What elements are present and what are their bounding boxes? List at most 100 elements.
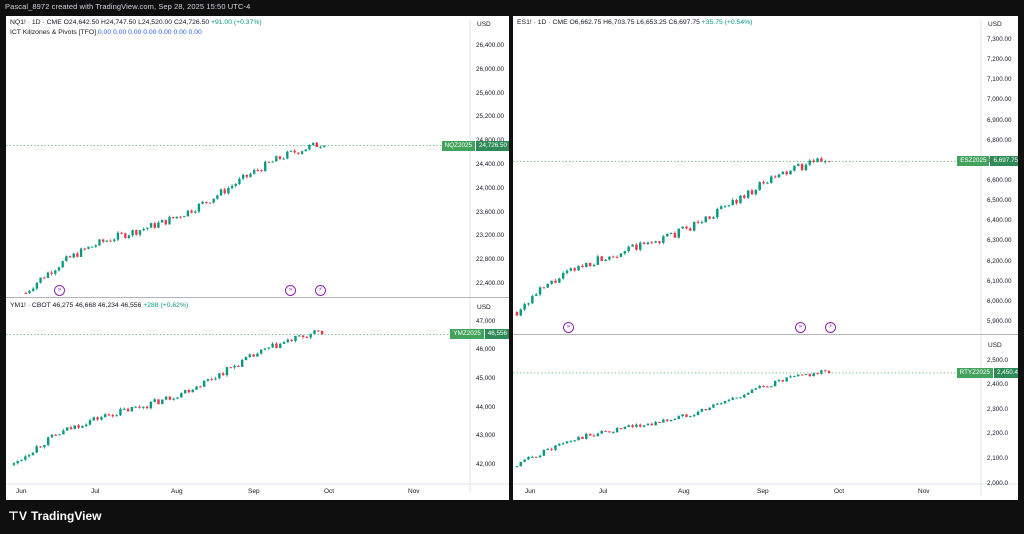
rty-candle-body bbox=[596, 433, 600, 437]
rty-price-tick: 2,500.0 bbox=[987, 356, 1009, 364]
footer-bar: ⊤V TradingView bbox=[0, 500, 1024, 534]
ym-price-tick: 44,000 bbox=[476, 403, 496, 411]
nq-candle-body bbox=[311, 142, 315, 146]
rty-candle-body bbox=[534, 456, 538, 458]
ym-candle-body bbox=[12, 463, 16, 465]
nq-legend: NQ1! · 1D · CME O24,642.50 H24,747.50 L2… bbox=[10, 19, 262, 26]
nq-tag-price: 24,726.50 bbox=[475, 140, 509, 151]
left-chart-canvas[interactable] bbox=[6, 16, 509, 500]
rty-price-tick: 2,200.0 bbox=[987, 430, 1009, 438]
pane-separator-2[interactable] bbox=[513, 334, 1018, 335]
brand[interactable]: ⊤V TradingView bbox=[8, 509, 101, 523]
rty-candle-body bbox=[731, 397, 734, 400]
es-price-tick: 7,100.00 bbox=[987, 76, 1012, 84]
nq-candle-body bbox=[304, 149, 307, 152]
es-candle-body bbox=[654, 241, 657, 243]
right-chart-canvas[interactable] bbox=[513, 16, 1018, 500]
ym-candle-body bbox=[225, 367, 229, 376]
rty-candle-body bbox=[600, 430, 603, 434]
es-candle-body bbox=[615, 256, 619, 258]
rty-price-tick: 2,000.0 bbox=[987, 479, 1009, 487]
ym-candle-body bbox=[244, 356, 248, 361]
ym-candle-body bbox=[279, 343, 282, 349]
rty-candle-body bbox=[716, 403, 719, 405]
left-chart-panel[interactable]: NQ1! · 1D · CME O24,642.50 H24,747.50 L2… bbox=[6, 16, 509, 500]
nq-candle-body bbox=[201, 201, 204, 204]
es-candle-body bbox=[700, 222, 704, 224]
rty-candle-body bbox=[642, 425, 646, 427]
ym-candle-body bbox=[24, 456, 27, 460]
time-axis-month: Sep bbox=[248, 488, 260, 495]
es-candle-body bbox=[716, 208, 719, 218]
es-candle-body bbox=[823, 161, 827, 163]
nq-candle-body bbox=[267, 161, 271, 163]
ym-candle-body bbox=[301, 335, 305, 338]
nq-candle-body bbox=[264, 161, 267, 172]
rty-price-tick: 2,100.0 bbox=[987, 454, 1009, 462]
ym-candle-body bbox=[126, 408, 130, 412]
event-split-icon-2[interactable]: ⚡ bbox=[825, 322, 836, 333]
es-candle-body bbox=[554, 280, 557, 283]
rty-candle-body bbox=[689, 416, 692, 418]
es-candle-body bbox=[689, 228, 692, 231]
rty-candle-body bbox=[758, 385, 761, 389]
nq-candle-body bbox=[175, 216, 179, 219]
indicator-name: ICT Killzones & Pivots [TFO] bbox=[10, 29, 96, 36]
es-candle-body bbox=[519, 309, 523, 316]
ym-candle-body bbox=[54, 434, 57, 436]
nq-candle-body bbox=[90, 246, 94, 248]
rty-candle-body bbox=[797, 374, 800, 377]
es-candle-body bbox=[804, 164, 808, 171]
es-candle-body bbox=[573, 268, 576, 271]
nq-candle-body bbox=[120, 232, 123, 234]
rty-candle-body bbox=[627, 425, 630, 427]
es-candle-body bbox=[743, 195, 746, 198]
es-candle-body bbox=[631, 244, 634, 247]
nq-candle-body bbox=[39, 277, 42, 283]
rty-candle-body bbox=[777, 380, 781, 382]
nq-candle-body bbox=[87, 246, 90, 249]
event-split-icon[interactable]: ⚡ bbox=[315, 285, 326, 296]
nq-candle-body bbox=[194, 211, 197, 213]
time-axis-month: Jul bbox=[91, 488, 100, 495]
ym-candle-body bbox=[58, 434, 61, 436]
rty-candle-body bbox=[531, 456, 534, 458]
rty-candle-body bbox=[800, 374, 804, 376]
ym-candle-body bbox=[221, 373, 225, 376]
es-candle-body bbox=[797, 163, 800, 166]
rty-candle-body bbox=[665, 419, 669, 422]
ym-candle-body bbox=[100, 417, 103, 420]
ym-candle-body bbox=[107, 414, 111, 416]
es-candle-body bbox=[523, 304, 526, 310]
event-dividend-icon-2[interactable]: » bbox=[54, 285, 65, 296]
pane-separator[interactable] bbox=[6, 297, 509, 298]
ym-candle-body bbox=[191, 389, 194, 393]
time-axis-month: Oct bbox=[324, 488, 335, 495]
nq-candle-body bbox=[297, 152, 300, 154]
es-candle-body bbox=[608, 256, 611, 260]
rty-candle-body bbox=[658, 421, 661, 423]
time-axis-month: Jun bbox=[525, 488, 536, 495]
nq-candle-body bbox=[186, 210, 190, 217]
ym-candle-body bbox=[65, 427, 69, 431]
indicator-legend[interactable]: ICT Killzones & Pivots [TFO] 0.00 0.00 0… bbox=[10, 29, 202, 36]
es-candle-body bbox=[558, 278, 561, 283]
nq-candle-body bbox=[238, 178, 241, 184]
es-candle-body bbox=[708, 216, 711, 219]
right-chart-panel[interactable]: ES1! · 1D · CME O6,662.75 H6,703.75 L6,6… bbox=[513, 16, 1018, 500]
nq-candle-body bbox=[142, 228, 145, 231]
rty-candle-body bbox=[639, 424, 642, 427]
nq-candle-body bbox=[54, 270, 57, 274]
ym-candle-body bbox=[248, 354, 252, 357]
nq-candle-body bbox=[65, 256, 68, 262]
event-dividend-icon[interactable]: » bbox=[285, 285, 296, 296]
nq-candle-body bbox=[245, 174, 248, 177]
ym-candle-body bbox=[240, 360, 244, 367]
nq-candle-body bbox=[241, 174, 245, 179]
event-dividend-icon-3[interactable]: » bbox=[563, 322, 574, 333]
ym-candle-body bbox=[176, 397, 179, 399]
ym-candle-body bbox=[271, 343, 274, 348]
nq-candle-body bbox=[197, 203, 201, 212]
event-dividend-icon-4[interactable]: » bbox=[795, 322, 806, 333]
rty-candle-body bbox=[577, 436, 580, 441]
